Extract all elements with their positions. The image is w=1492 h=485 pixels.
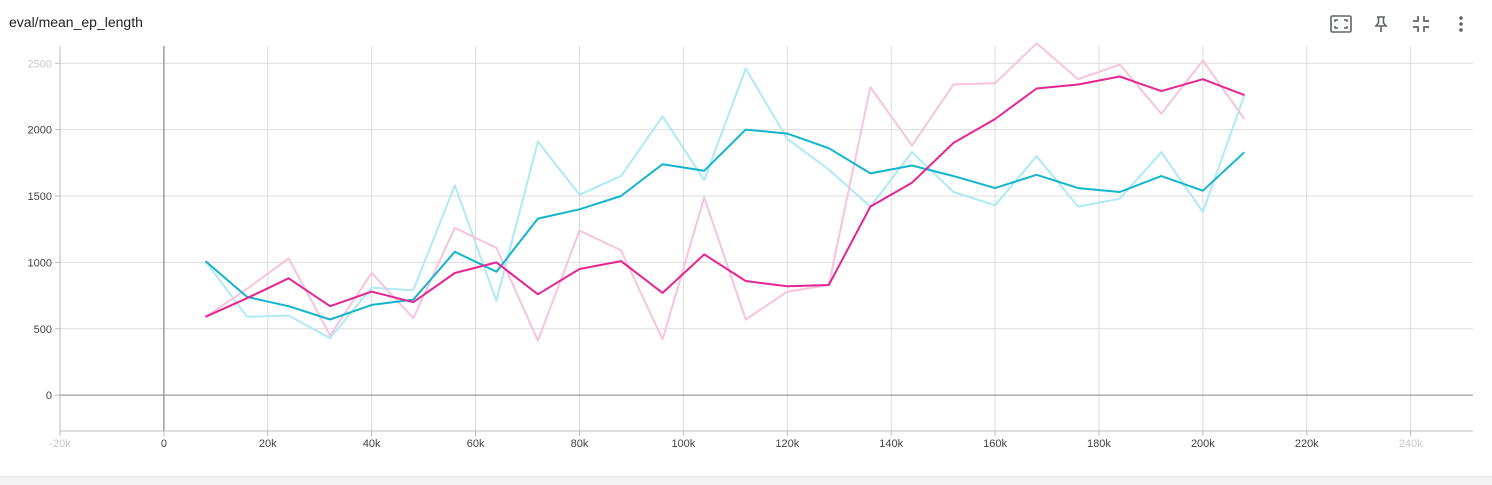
x-tick-label: 140k: [879, 438, 903, 450]
series-2-raw-line: [204, 42, 1246, 342]
x-tick-label: 120k: [775, 438, 799, 450]
more-options-button[interactable]: [1444, 10, 1478, 38]
collapse-icon: [1413, 16, 1429, 32]
chart-toolbar: [1324, 10, 1478, 38]
y-tick-label: 0: [46, 390, 52, 402]
fit-screen-icon: [1330, 15, 1352, 33]
x-tick-label: 180k: [1087, 438, 1111, 450]
y-tick-label: 1500: [28, 191, 52, 203]
pin-button[interactable]: [1364, 10, 1398, 38]
y-tick-label: 2000: [28, 125, 52, 137]
series-2-smoothed-line: [205, 75, 1245, 318]
y-tick-label: 2500: [28, 58, 52, 70]
x-tick-label: 220k: [1295, 438, 1319, 450]
x-tick-label: 200k: [1191, 438, 1215, 450]
y-tick-label: 500: [34, 324, 52, 336]
x-tick-label: 80k: [571, 438, 589, 450]
series-1-raw-line: [204, 67, 1246, 340]
x-tick-label: 160k: [983, 438, 1007, 450]
x-tick-label: -20k: [49, 438, 71, 450]
axes: [55, 46, 1473, 436]
x-tick-label: 0: [161, 438, 167, 450]
x-tick-label: 240k: [1399, 438, 1423, 450]
tick-labels: -20k 0 20k 40k 60k 80k 100k 120k 140k 160k 180k 200…: [28, 58, 1424, 450]
y-tick-label: 1000: [28, 257, 52, 269]
card-footer-strip: [0, 476, 1492, 485]
x-tick-label: 100k: [671, 438, 695, 450]
fit-domain-button[interactable]: [1324, 10, 1358, 38]
series-1-smoothed-line: [204, 128, 1246, 321]
x-tick-label: 60k: [467, 438, 485, 450]
pin-icon: [1374, 16, 1388, 32]
x-tick-label: 40k: [363, 438, 381, 450]
x-tick-label: 20k: [259, 438, 277, 450]
chart-title: eval/mean_ep_length: [9, 14, 143, 30]
smoothed-series-lines: [204, 75, 1246, 321]
collapse-button[interactable]: [1404, 10, 1438, 38]
more-vert-icon: [1459, 16, 1463, 32]
raw-series-lines: [204, 42, 1246, 342]
